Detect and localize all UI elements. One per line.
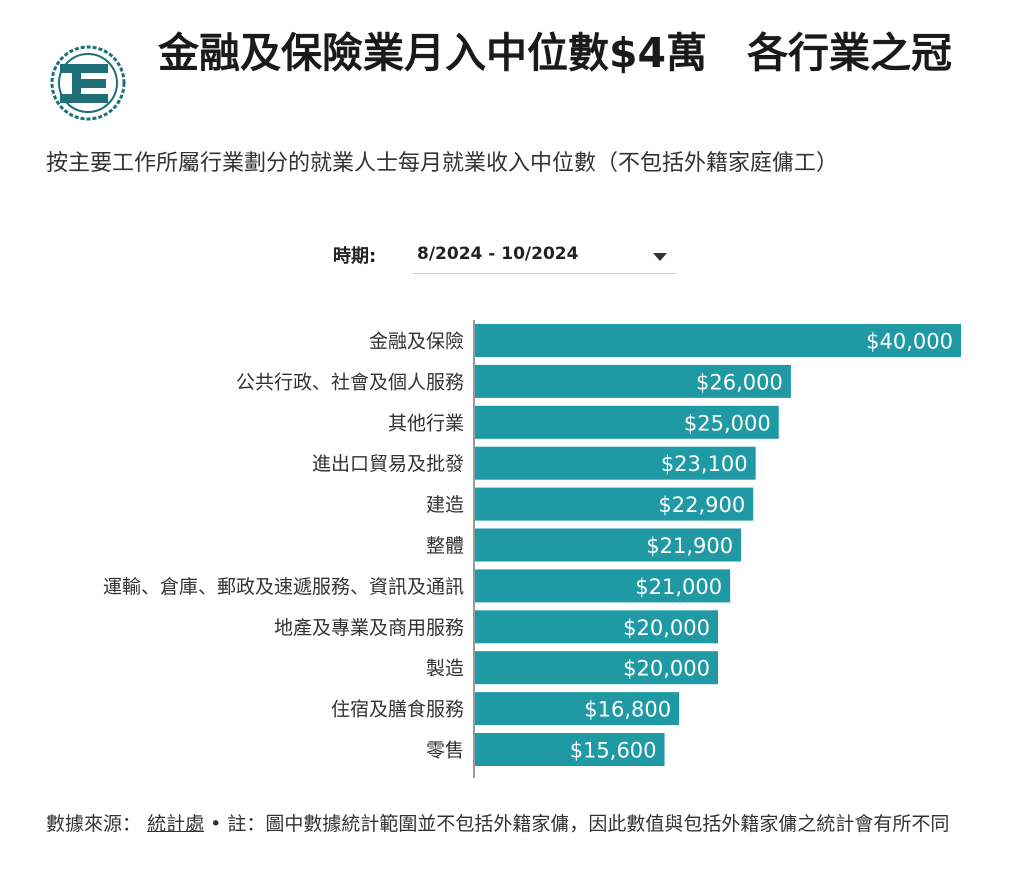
bar-chart: 金融及保險 $40,000 公共行政、社會及個人服務 $26,000 其他行業 $25,0… xyxy=(103,320,961,778)
value-label: $22,900 xyxy=(658,493,745,517)
value-label: $15,600 xyxy=(570,739,657,763)
value-label: $25,000 xyxy=(684,411,771,435)
category-label: 零售 xyxy=(426,740,464,762)
category-label: 建造 xyxy=(426,494,464,516)
value-label: $20,000 xyxy=(623,616,710,640)
period-selected-value: 8/2024 - 10/2024 xyxy=(417,244,579,264)
category-label: 公共行政、社會及個人服務 xyxy=(236,371,464,393)
bar[interactable] xyxy=(475,733,665,766)
category-label: 製造 xyxy=(426,658,464,680)
bar[interactable] xyxy=(475,405,779,439)
title-main: 金融及保險業月入中位數$4萬 xyxy=(158,29,708,77)
title-secondary: 各行業之冠 xyxy=(747,29,953,77)
category-label: 運輸、倉庫、郵政及速遞服務、資訊及通訊 xyxy=(103,576,464,598)
chart-subtitle: 按主要工作所屬行業劃分的就業人士每月就業收入中位數（不包括外籍家庭傭工） xyxy=(46,151,839,176)
bar[interactable] xyxy=(475,324,961,357)
value-label: $26,000 xyxy=(696,370,783,394)
bar[interactable] xyxy=(475,610,718,644)
value-label: $21,000 xyxy=(635,575,722,599)
chevron-down-icon[interactable] xyxy=(653,253,667,261)
logo-emblem-icon xyxy=(50,45,126,121)
period-label: 時期: xyxy=(333,246,377,267)
category-label: 住宿及膳食服務 xyxy=(331,699,464,721)
period-dropdown[interactable]: 8/2024 - 10/2024 xyxy=(413,240,677,274)
category-label: 其他行業 xyxy=(388,412,464,434)
bar[interactable] xyxy=(475,692,680,726)
category-label: 地產及專業及商用服務 xyxy=(274,617,464,639)
footer-separator: • xyxy=(210,813,222,835)
bar[interactable] xyxy=(475,446,756,480)
category-label: 整體 xyxy=(426,535,464,557)
value-label: $21,900 xyxy=(646,534,733,558)
category-label: 進出口貿易及批發 xyxy=(312,453,464,475)
page-title: 金融及保險業月入中位數$4萬 各行業之冠 xyxy=(158,28,988,78)
bar[interactable] xyxy=(475,487,754,521)
source-link[interactable]: 統計處 xyxy=(147,813,205,835)
bar[interactable] xyxy=(475,569,731,603)
value-label: $23,100 xyxy=(661,452,748,476)
bar[interactable] xyxy=(475,364,791,398)
value-label: $16,800 xyxy=(584,698,671,722)
value-label: $40,000 xyxy=(866,330,953,354)
footer-note: 數據來源： 統計處 • 註：圖中數據統計範圍並不包括外籍家傭，因此數值與包括外籍… xyxy=(46,810,986,838)
bar[interactable] xyxy=(475,528,742,562)
note-text: 註：圖中數據統計範圍並不包括外籍家傭，因此數值與包括外籍家傭之統計會有所不同 xyxy=(227,813,950,835)
value-label: $20,000 xyxy=(623,657,710,681)
source-label: 數據來源： xyxy=(46,813,142,835)
bar[interactable] xyxy=(475,651,718,685)
category-label: 金融及保險 xyxy=(369,331,464,353)
logo xyxy=(50,40,150,126)
